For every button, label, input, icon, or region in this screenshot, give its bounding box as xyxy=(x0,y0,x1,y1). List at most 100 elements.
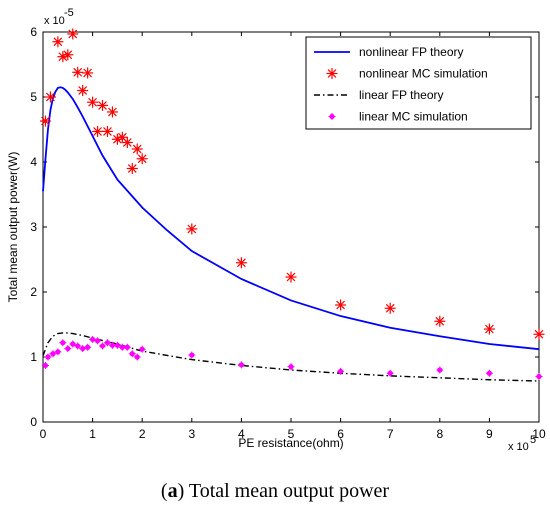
data-point xyxy=(82,67,94,79)
data-point xyxy=(138,345,146,353)
data-point xyxy=(44,353,52,361)
legend-item: linear MC simulation xyxy=(328,110,468,124)
data-point xyxy=(97,99,109,111)
data-point xyxy=(103,339,111,347)
legend-swatch xyxy=(326,68,338,79)
legend-label: linear FP theory xyxy=(359,88,444,102)
data-point xyxy=(44,91,56,103)
legend-label: linear MC simulation xyxy=(359,110,468,124)
x-tick-label: 6 xyxy=(337,427,344,441)
data-point xyxy=(57,51,69,63)
data-point xyxy=(384,302,396,314)
data-point xyxy=(335,299,347,311)
data-point xyxy=(113,341,121,349)
x-tick-label: 9 xyxy=(486,427,493,441)
data-point xyxy=(436,366,444,374)
data-point xyxy=(89,335,97,343)
data-point xyxy=(186,223,198,235)
data-point xyxy=(133,353,141,361)
caption-text: Total mean output power xyxy=(188,480,390,502)
data-point xyxy=(74,342,82,350)
data-point xyxy=(49,350,57,358)
caption-prefix: (a) xyxy=(160,480,185,502)
legend-item: linear FP theory xyxy=(314,88,444,102)
x-exponent-power: 5 xyxy=(530,434,536,446)
data-point xyxy=(128,350,136,358)
data-point xyxy=(79,345,87,353)
x-tick-label: 5 xyxy=(288,427,295,441)
y-tick-label: 5 xyxy=(30,90,37,104)
series-line xyxy=(42,332,540,382)
data-point xyxy=(237,361,245,369)
y-tick-label: 3 xyxy=(30,220,37,234)
y-tick-label: 4 xyxy=(30,155,37,169)
data-point xyxy=(59,339,67,347)
data-point xyxy=(87,96,99,108)
data-point xyxy=(69,340,77,348)
x-tick-label: 8 xyxy=(436,427,443,441)
data-point xyxy=(67,28,79,40)
data-point xyxy=(72,66,84,78)
series-solid xyxy=(42,86,540,351)
data-point xyxy=(92,125,104,137)
data-point xyxy=(483,323,495,335)
x-exponent: x 10 5 xyxy=(508,434,536,453)
legend-swatch xyxy=(328,113,336,120)
x-axis: 0 1 2 3 4 5 6 7 8 9 10 xyxy=(40,32,546,441)
series-dot-marker xyxy=(41,335,543,380)
data-point xyxy=(434,315,446,327)
data-point xyxy=(337,367,345,375)
y-exponent: x 10 -5 xyxy=(44,7,74,27)
series-layer xyxy=(39,28,545,382)
legend: nonlinear FP theory nonlinear MC simulati… xyxy=(305,36,532,130)
data-point xyxy=(121,137,133,148)
series-dashdot xyxy=(42,332,540,382)
data-point xyxy=(77,85,89,96)
data-point xyxy=(136,153,148,165)
data-point xyxy=(41,361,49,369)
data-point xyxy=(235,257,247,269)
data-point xyxy=(126,163,138,174)
y-tick-label: 0 xyxy=(30,415,37,429)
y-tick-label: 1 xyxy=(30,350,37,364)
series-line xyxy=(42,86,540,351)
x-tick-label: 4 xyxy=(238,427,245,441)
data-point xyxy=(54,348,62,356)
x-tick-label: 10 xyxy=(532,427,546,441)
y-axis-label: Total mean output power(W) xyxy=(6,152,20,303)
data-point xyxy=(101,125,113,137)
figure-caption: (a) Total mean output power xyxy=(0,480,550,503)
data-point xyxy=(285,271,297,283)
data-point xyxy=(188,351,196,359)
legend-item: nonlinear FP theory xyxy=(314,45,464,59)
data-point xyxy=(94,337,102,345)
y-tick-label: 6 xyxy=(30,25,37,39)
data-point xyxy=(386,369,394,377)
x-tick-label: 2 xyxy=(139,427,146,441)
data-point xyxy=(485,369,493,377)
y-tick-label: 2 xyxy=(30,285,37,299)
data-point xyxy=(62,49,74,61)
data-point xyxy=(64,345,72,353)
x-exponent-base: x 10 xyxy=(508,441,529,453)
y-exponent-base: x 10 xyxy=(44,15,65,27)
data-point xyxy=(131,143,143,155)
y-axis: 0 1 2 3 4 5 6 xyxy=(30,25,539,429)
data-point xyxy=(99,342,107,350)
data-point xyxy=(52,36,64,48)
data-point xyxy=(39,115,51,127)
x-axis-label: PE resistance(ohm) xyxy=(238,436,343,450)
y-exponent-power: -5 xyxy=(64,7,74,19)
x-tick-label: 7 xyxy=(387,427,394,441)
data-point xyxy=(106,106,118,118)
data-point xyxy=(84,343,92,351)
data-point xyxy=(123,343,131,351)
data-point xyxy=(111,133,123,145)
data-point xyxy=(533,328,545,340)
x-tick-label: 3 xyxy=(188,427,195,441)
legend-item: nonlinear MC simulation xyxy=(326,67,488,81)
data-point xyxy=(287,363,295,371)
legend-label: nonlinear MC simulation xyxy=(359,67,488,81)
x-tick-label: 0 xyxy=(40,427,47,441)
